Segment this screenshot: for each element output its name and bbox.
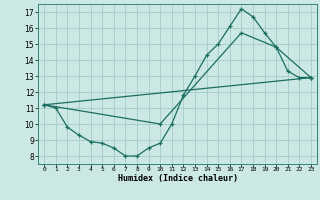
X-axis label: Humidex (Indice chaleur): Humidex (Indice chaleur) (118, 174, 238, 183)
